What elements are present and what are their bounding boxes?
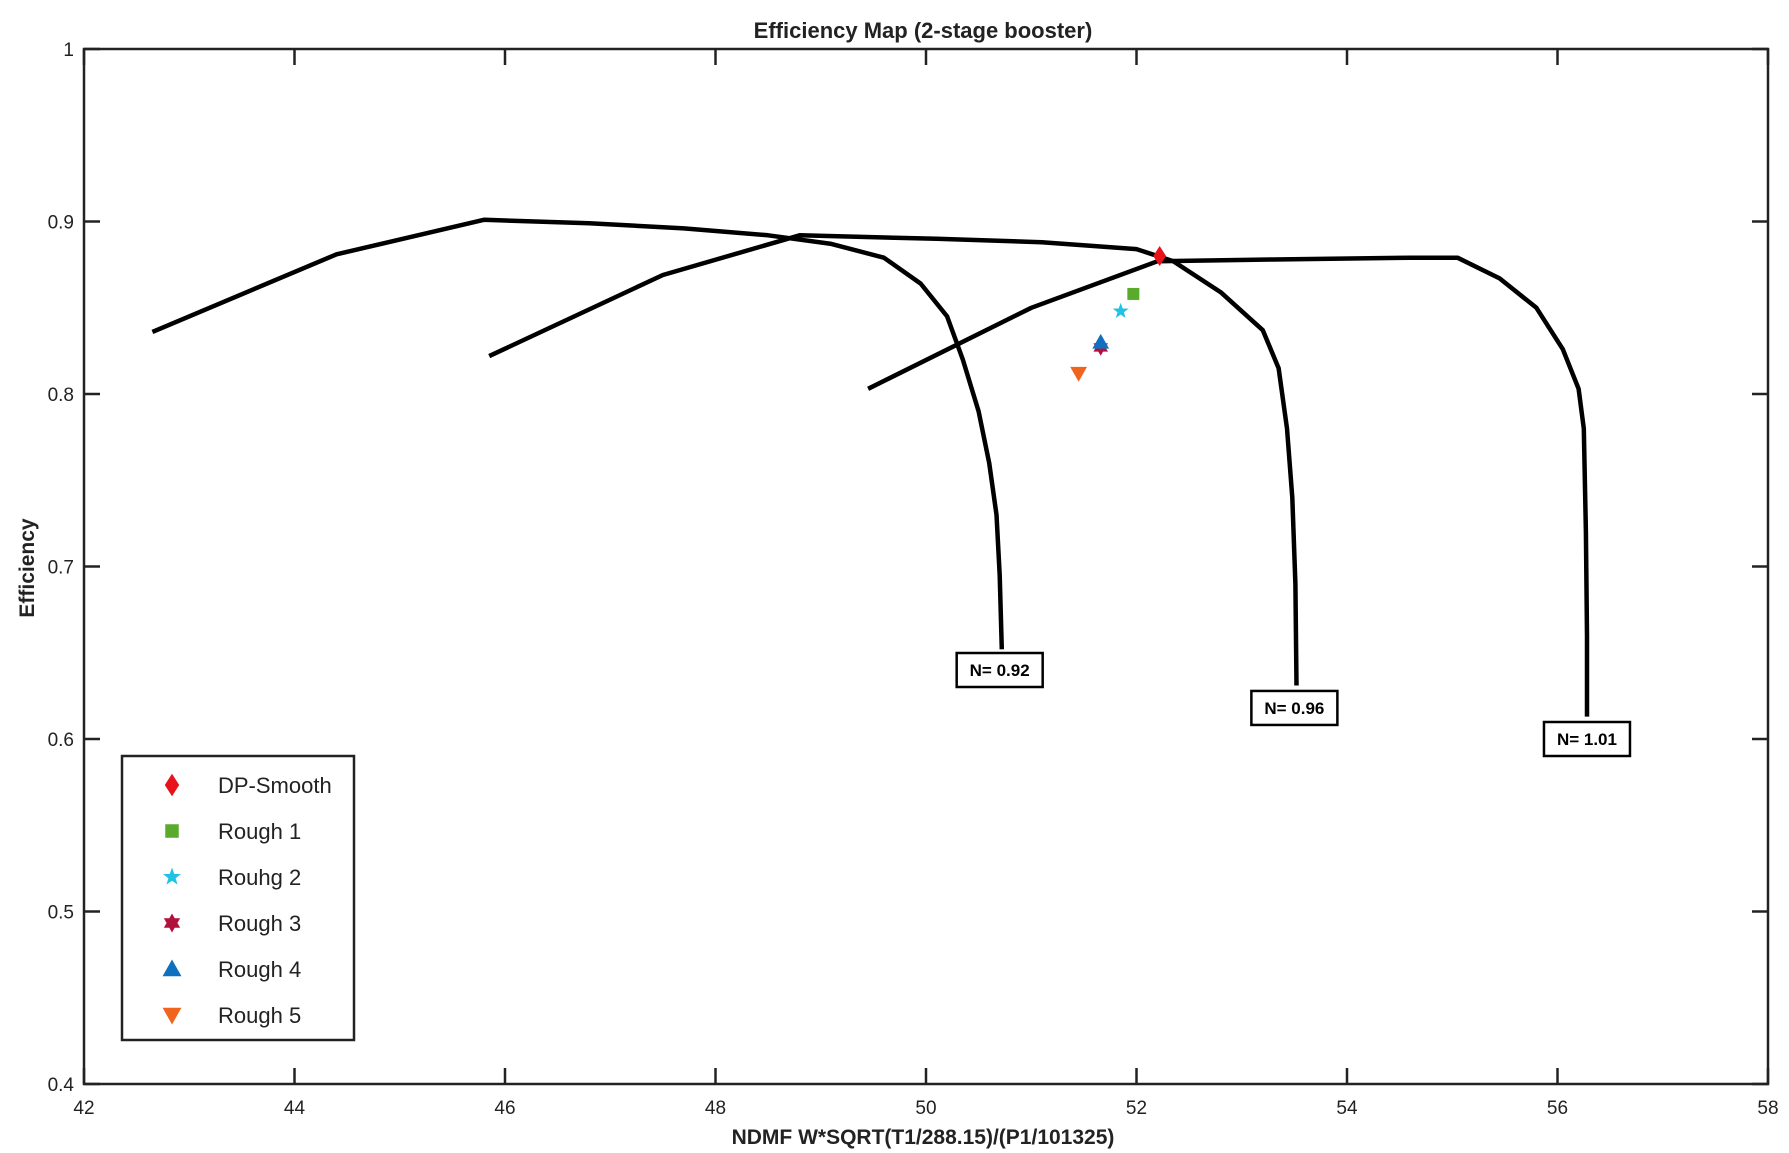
x-tick-label: 52 <box>1126 1098 1147 1119</box>
x-tick-label: 48 <box>705 1098 726 1119</box>
annotation-label-1: N= 0.92 <box>970 661 1030 680</box>
legend-marker-5 <box>162 959 182 977</box>
annotation-box-1 <box>955 651 1044 689</box>
x-tick-label: 46 <box>494 1098 515 1119</box>
legend-entry-5: Rough 4 <box>218 957 301 982</box>
data-point-rough-4 <box>1092 333 1110 349</box>
x-tick-label: 44 <box>284 1098 306 1119</box>
legend-marker-6 <box>162 1007 182 1025</box>
y-tick-label: 0.6 <box>48 730 74 751</box>
legend: DP-Smooth Rough 1 Rouhg 2 Rough 3 Rough 4 Rou… <box>120 754 356 1042</box>
data-point-rough-5 <box>1070 366 1088 382</box>
y-tick-label: 0.8 <box>48 385 74 406</box>
y-axis-label: Efficiency <box>16 518 39 618</box>
legend-marker-2 <box>165 824 179 838</box>
legend-marker-3 <box>163 867 181 885</box>
legend-entry-1: DP-Smooth <box>218 773 332 798</box>
x-tick-label: 56 <box>1547 1098 1568 1119</box>
y-tick-label: 0.5 <box>48 903 74 924</box>
x-tick-label: 54 <box>1336 1098 1358 1119</box>
x-axis-label: NDMF W*SQRT(T1/288.15)/(P1/101325) <box>732 1126 1115 1149</box>
speed-line-3 <box>867 255 1590 717</box>
annotation-box-3 <box>1542 720 1632 758</box>
legend-box <box>120 754 356 1042</box>
x-tick-label: 58 <box>1757 1098 1778 1119</box>
speed-line-1 <box>151 217 1005 650</box>
data-point-dp-smooth <box>1153 246 1167 266</box>
legend-entry-6: Rough 5 <box>218 1003 301 1028</box>
legend-entry-2: Rough 1 <box>218 819 301 844</box>
annotation-box-2 <box>1250 689 1339 727</box>
annotation-label-3: N= 1.01 <box>1557 730 1617 749</box>
speed-line-2 <box>488 233 1299 686</box>
y-tick-label: 1 <box>63 40 74 61</box>
y-tick-label: 0.9 <box>48 213 74 234</box>
annotation-label-2: N= 0.96 <box>1264 699 1324 718</box>
plot-area: 42 44 46 48 50 52 54 56 58 0.4 0.5 0.6 0.7 0.8 0.9 1 N= … <box>48 40 1779 1119</box>
y-tick-label: 0.7 <box>48 558 74 579</box>
x-tick-label: 42 <box>73 1098 94 1119</box>
legend-entry-4: Rough 3 <box>218 911 301 936</box>
data-point-rough-1 <box>1127 287 1140 300</box>
y-tick-label: 0.4 <box>48 1075 75 1096</box>
legend-marker-1 <box>164 773 180 797</box>
data-point-rouhg-2 <box>1112 302 1129 318</box>
chart-title: Efficiency Map (2-stage booster) <box>754 18 1093 43</box>
legend-entry-3: Rouhg 2 <box>218 865 301 890</box>
x-tick-label: 50 <box>915 1098 936 1119</box>
legend-marker-4 <box>163 913 181 933</box>
